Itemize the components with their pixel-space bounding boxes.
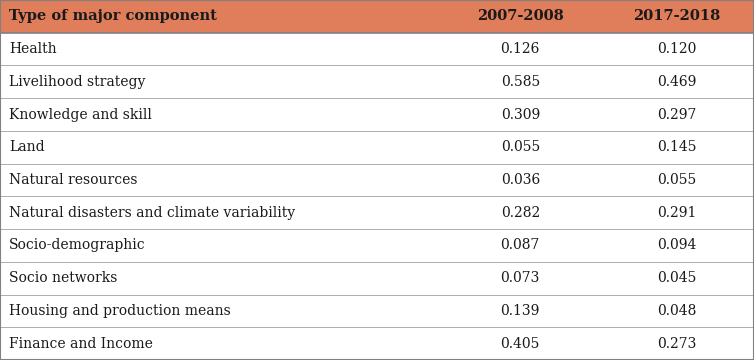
Text: Finance and Income: Finance and Income xyxy=(9,337,153,351)
Text: 0.073: 0.073 xyxy=(501,271,540,285)
Bar xyxy=(599,229,754,262)
Bar xyxy=(599,98,754,131)
Text: Knowledge and skill: Knowledge and skill xyxy=(9,108,152,122)
Bar xyxy=(441,98,599,131)
Bar xyxy=(0,327,441,360)
Bar xyxy=(0,262,441,294)
Bar xyxy=(441,229,599,262)
Bar xyxy=(0,98,441,131)
Text: 0.087: 0.087 xyxy=(501,238,540,252)
Bar xyxy=(0,229,441,262)
Text: 0.139: 0.139 xyxy=(501,304,540,318)
Bar xyxy=(441,131,599,164)
Bar xyxy=(441,294,599,327)
Text: 0.126: 0.126 xyxy=(501,42,540,56)
Text: 0.145: 0.145 xyxy=(657,140,697,154)
Text: 0.469: 0.469 xyxy=(657,75,697,89)
Text: 0.291: 0.291 xyxy=(657,206,697,220)
Text: 0.273: 0.273 xyxy=(657,337,697,351)
Text: 0.055: 0.055 xyxy=(501,140,540,154)
Text: 0.094: 0.094 xyxy=(657,238,697,252)
Text: Type of major component: Type of major component xyxy=(9,9,217,23)
Bar xyxy=(0,196,441,229)
Bar xyxy=(599,294,754,327)
Text: 0.120: 0.120 xyxy=(657,42,697,56)
Bar xyxy=(441,196,599,229)
Text: Health: Health xyxy=(9,42,57,56)
Bar xyxy=(441,262,599,294)
Text: 0.048: 0.048 xyxy=(657,304,697,318)
Bar xyxy=(599,196,754,229)
Text: 2017-2018: 2017-2018 xyxy=(633,9,720,23)
Bar xyxy=(441,0,599,33)
Bar xyxy=(599,164,754,196)
Bar xyxy=(599,0,754,33)
Bar xyxy=(599,131,754,164)
Text: 0.055: 0.055 xyxy=(657,173,697,187)
Text: 2007-2008: 2007-2008 xyxy=(477,9,564,23)
Bar xyxy=(0,131,441,164)
Text: Land: Land xyxy=(9,140,44,154)
Text: 0.585: 0.585 xyxy=(501,75,540,89)
Text: Natural disasters and climate variability: Natural disasters and climate variabilit… xyxy=(9,206,295,220)
Bar xyxy=(441,164,599,196)
Text: 0.297: 0.297 xyxy=(657,108,697,122)
Bar xyxy=(599,262,754,294)
Text: Natural resources: Natural resources xyxy=(9,173,137,187)
Bar xyxy=(0,294,441,327)
Text: Livelihood strategy: Livelihood strategy xyxy=(9,75,146,89)
Bar xyxy=(599,327,754,360)
Text: 0.309: 0.309 xyxy=(501,108,540,122)
Bar xyxy=(441,33,599,66)
Text: Housing and production means: Housing and production means xyxy=(9,304,231,318)
Bar xyxy=(0,0,441,33)
Bar xyxy=(441,66,599,98)
Bar xyxy=(599,33,754,66)
Text: 0.282: 0.282 xyxy=(501,206,540,220)
Text: Socio networks: Socio networks xyxy=(9,271,118,285)
Text: 0.405: 0.405 xyxy=(501,337,540,351)
Text: Socio-demographic: Socio-demographic xyxy=(9,238,146,252)
Bar xyxy=(0,164,441,196)
Bar xyxy=(441,327,599,360)
Bar xyxy=(599,66,754,98)
Bar xyxy=(0,66,441,98)
Text: 0.045: 0.045 xyxy=(657,271,697,285)
Text: 0.036: 0.036 xyxy=(501,173,540,187)
Bar xyxy=(0,33,441,66)
